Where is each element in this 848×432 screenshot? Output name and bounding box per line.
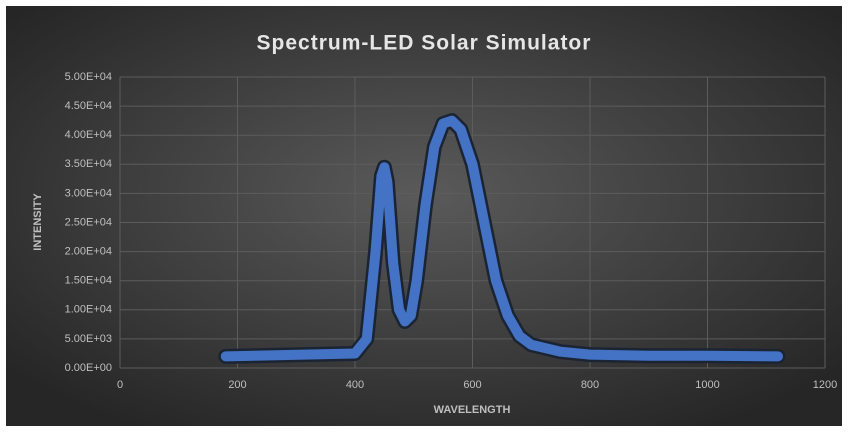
- y-tick-label: 2.50E+04: [65, 216, 112, 228]
- y-tick-label: 4.50E+04: [65, 100, 112, 112]
- x-tick-label: 1200: [813, 379, 837, 391]
- y-tick-label: 3.50E+04: [65, 158, 112, 170]
- y-tick-label: 5.00E+03: [65, 333, 112, 345]
- x-tick-label: 800: [581, 379, 599, 391]
- y-tick-label: 5.00E+04: [65, 71, 112, 83]
- y-tick-label: 2.00E+04: [65, 246, 112, 258]
- y-tick-label: 4.00E+04: [65, 129, 112, 141]
- x-tick-label: 600: [463, 379, 481, 391]
- x-tick-label: 0: [117, 379, 123, 391]
- x-tick-label: 400: [346, 379, 364, 391]
- x-tick-label: 200: [228, 379, 246, 391]
- y-tick-label: 1.50E+04: [65, 275, 112, 287]
- series-line: [220, 115, 783, 362]
- x-tick-label: 1000: [695, 379, 719, 391]
- y-tick-label: 1.00E+04: [65, 304, 112, 316]
- y-tick-label: 3.00E+04: [65, 187, 112, 199]
- x-axis-label: WAVELENGTH: [434, 404, 511, 416]
- chart-title: Spectrum-LED Solar Simulator: [257, 32, 592, 55]
- y-tick-label: 0.00E+00: [65, 362, 112, 374]
- y-axis-label: INTENSITY: [32, 193, 44, 251]
